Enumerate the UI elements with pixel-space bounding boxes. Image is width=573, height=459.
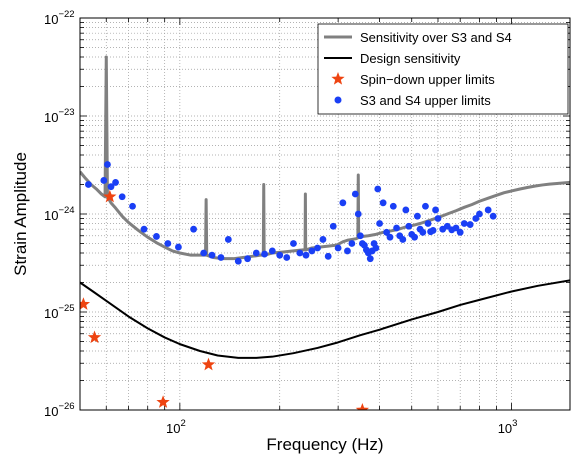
upper-limit-point (329, 222, 337, 230)
upper-limit-point (129, 202, 136, 210)
upper-limit-point (484, 206, 492, 214)
tick-labels: 102 103 10−22 10−23 10−24 10−25 10−26 (44, 9, 517, 436)
upper-limit-point (366, 255, 374, 263)
upper-limit-point (376, 220, 383, 227)
spin-down-star (355, 403, 370, 410)
upper-limit-point (244, 255, 251, 263)
upper-limit-point (104, 161, 111, 168)
upper-limit-point (208, 251, 216, 259)
upper-limit-point (112, 179, 119, 186)
legend: Sensitivity over S3 and S4 Design sensiti… (317, 23, 569, 115)
spin-down-star (80, 297, 91, 310)
y-tick-label: 10−22 (44, 9, 75, 27)
upper-limit-point (456, 228, 464, 236)
spin-down-star (103, 189, 117, 203)
upper-limit-point (224, 236, 232, 243)
y-tick-label: 10−26 (44, 401, 75, 419)
upper-limit-point (466, 221, 474, 228)
upper-limit-point (283, 254, 291, 261)
x-tick-label: 103 (498, 418, 518, 436)
upper-limit-point (290, 240, 297, 247)
upper-limit-point (334, 244, 342, 252)
upper-limit-point (153, 233, 160, 240)
upper-limit-point (399, 236, 407, 243)
legend-label: Design sensitivity (360, 51, 461, 66)
upper-limit-point (434, 215, 442, 222)
plot-area (80, 55, 570, 410)
upper-limit-point (252, 249, 260, 257)
upper-limit-point (296, 249, 304, 257)
y-tick-label: 10−23 (44, 107, 75, 125)
series-1-line (80, 279, 570, 359)
upper-limit-point (190, 225, 197, 233)
upper-limit-point (344, 247, 351, 255)
upper-limit-point (424, 220, 432, 227)
upper-limit-point (268, 247, 276, 255)
upper-limit-point (84, 181, 92, 188)
spin-down-star (201, 357, 216, 371)
y-tick-label: 10−25 (44, 303, 75, 321)
upper-limit-point (386, 233, 394, 241)
upper-limit-point (276, 251, 284, 259)
upper-limit-point (140, 225, 148, 233)
upper-limit-point (107, 183, 115, 191)
y-axis-label: Strain Amplitude (11, 152, 30, 276)
legend-star-swatch (331, 72, 345, 85)
upper-limit-point (460, 220, 468, 227)
upper-limit-point (393, 224, 400, 232)
upper-limit-point (175, 243, 182, 251)
y-tick-label: 10−24 (44, 205, 75, 223)
upper-limit-point (234, 257, 242, 265)
upper-limit-point (402, 206, 410, 214)
upper-limit-point (383, 228, 391, 236)
upper-limit-point (100, 177, 108, 184)
upper-limit-point (164, 240, 172, 247)
legend-label: S3 and S4 upper limits (360, 93, 491, 108)
upper-limit-point (261, 250, 268, 258)
upper-limit-point (489, 212, 497, 220)
spin-down-star (87, 330, 102, 344)
upper-limit-point (319, 236, 327, 243)
upper-limit-point (429, 227, 437, 234)
upper-limit-point (379, 199, 387, 207)
upper-limit-point (422, 202, 429, 210)
upper-limit-point (419, 228, 427, 236)
upper-limit-point (308, 247, 316, 255)
upper-limit-point (432, 206, 439, 214)
upper-limit-point (372, 244, 380, 252)
upper-limit-point (452, 224, 460, 232)
upper-limit-point (411, 233, 418, 241)
axis-ticks (79, 18, 570, 411)
upper-limit-point (413, 212, 421, 220)
legend-label: Spin−down upper limits (360, 72, 495, 87)
upper-limit-point (200, 249, 208, 257)
legend-label: Sensitivity over S3 and S4 (360, 30, 512, 45)
upper-limit-point (374, 185, 382, 193)
upper-limit-point (476, 210, 483, 218)
upper-limit-point (356, 232, 364, 240)
x-tick-label: 102 (166, 418, 186, 436)
upper-limit-point (118, 193, 126, 201)
upper-limit-point (351, 190, 359, 198)
upper-limit-point (405, 222, 413, 230)
upper-limit-point (354, 210, 362, 218)
upper-limit-point (339, 199, 347, 207)
upper-limit-point (302, 251, 310, 259)
legend-box (317, 23, 569, 115)
upper-limit-point (324, 252, 332, 260)
upper-limit-point (348, 240, 356, 247)
legend-dot-swatch (334, 96, 342, 104)
spin-down-star (156, 395, 170, 408)
upper-limit-point (217, 254, 225, 261)
upper-limit-point (314, 244, 321, 252)
upper-limit-point (389, 202, 397, 210)
x-axis-label: Frequency (Hz) (266, 435, 383, 454)
